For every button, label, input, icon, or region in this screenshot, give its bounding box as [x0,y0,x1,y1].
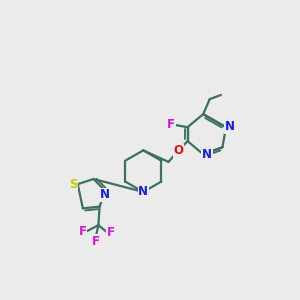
Text: N: N [225,120,235,133]
Text: N: N [100,188,110,201]
Text: F: F [79,225,87,238]
Text: F: F [167,118,175,131]
Text: N: N [202,148,212,161]
Text: O: O [173,144,183,157]
Text: F: F [106,226,115,238]
Text: N: N [138,185,148,198]
Text: S: S [69,178,77,190]
Text: F: F [92,235,100,248]
